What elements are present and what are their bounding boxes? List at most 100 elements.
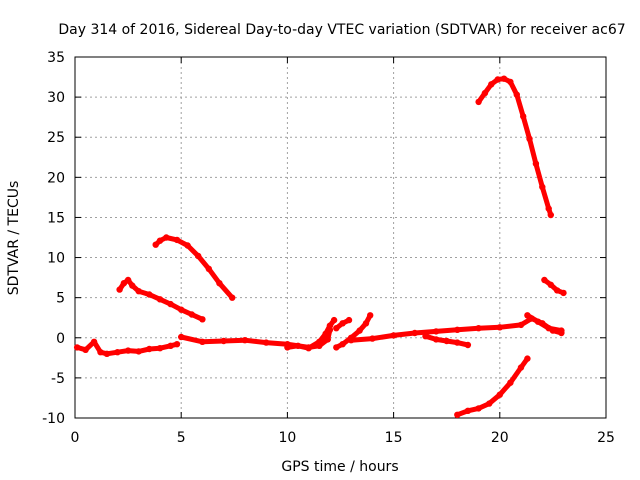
series-arc-12 (476, 76, 554, 218)
x-tick-label: 0 (71, 430, 80, 446)
x-tick-label: 25 (597, 430, 615, 446)
data-point (294, 342, 302, 349)
y-axis-label: SDTVAR / TECUs (6, 181, 22, 296)
data-point (241, 337, 249, 344)
series-arc-10 (524, 312, 564, 334)
chart-title: Day 314 of 2016, Sidereal Day-to-day VTE… (58, 22, 625, 38)
series-layer (73, 75, 567, 418)
data-point (152, 241, 159, 248)
y-tick-label: 5 (56, 291, 65, 307)
data-point (205, 265, 212, 272)
data-point (545, 325, 552, 332)
data-point (195, 252, 202, 260)
data-point (454, 339, 461, 346)
data-point (496, 391, 503, 398)
data-point (333, 325, 340, 332)
data-point (390, 332, 397, 339)
data-point (481, 89, 489, 97)
data-point (284, 344, 291, 351)
data-point (486, 400, 493, 407)
data-point (339, 341, 346, 348)
data-point (188, 311, 195, 318)
data-point (129, 282, 136, 289)
data-point (345, 316, 353, 324)
grid (75, 57, 606, 418)
data-point (367, 312, 374, 319)
data-point (524, 355, 531, 362)
y-tick-label: 10 (47, 251, 65, 267)
data-point (496, 324, 503, 331)
data-point (547, 281, 554, 288)
data-point (532, 160, 540, 167)
data-point (454, 411, 461, 418)
data-point (362, 320, 370, 327)
y-tick-label: 20 (47, 170, 65, 186)
data-point (90, 338, 98, 345)
data-point (178, 306, 185, 313)
data-point (339, 320, 346, 327)
data-point (156, 296, 164, 303)
series-arc-3 (153, 235, 235, 301)
data-point (316, 338, 323, 345)
x-tick-label: 20 (491, 430, 509, 446)
data-point (513, 91, 520, 98)
data-point (146, 291, 153, 298)
data-point (305, 345, 312, 352)
y-tick-label: 0 (56, 331, 65, 347)
data-point (539, 183, 546, 191)
data-point (488, 81, 495, 88)
y-tick-label: 30 (47, 90, 65, 106)
data-point (220, 337, 227, 345)
data-point (500, 75, 508, 82)
axis-ticks: 0 5 10 15 20 25 -10 -5 0 5 10 15 20 25 30 35 (42, 50, 615, 446)
data-point (475, 325, 482, 332)
data-point (156, 237, 164, 244)
data-point (82, 346, 89, 353)
data-point (178, 333, 185, 341)
plot-frame (74, 56, 607, 419)
series-arc-4 (178, 327, 333, 350)
data-point (464, 407, 472, 414)
data-point (124, 276, 132, 284)
data-point (534, 318, 542, 325)
series-arc-11 (454, 356, 530, 418)
data-point (199, 316, 206, 323)
data-point (494, 76, 501, 83)
data-point (369, 335, 376, 342)
y-tick-label: -5 (51, 371, 65, 387)
data-point (167, 342, 174, 349)
data-point (526, 135, 533, 142)
data-point (524, 312, 531, 319)
data-point (422, 333, 429, 340)
data-point (560, 289, 567, 297)
data-point (156, 345, 164, 352)
data-point (333, 344, 340, 351)
data-point (173, 236, 181, 244)
data-point (541, 276, 548, 284)
data-point (103, 350, 111, 357)
data-point (356, 327, 363, 334)
data-point (347, 337, 355, 344)
series-arc-13 (541, 277, 566, 296)
data-point (135, 288, 142, 295)
data-point (73, 344, 81, 351)
data-point (432, 328, 440, 335)
data-point (507, 379, 514, 386)
data-point (545, 205, 552, 212)
data-point (135, 348, 142, 355)
data-point (443, 337, 450, 345)
data-point (475, 405, 482, 412)
data-point (216, 280, 223, 287)
data-point (464, 341, 472, 349)
x-tick-label: 5 (177, 430, 186, 446)
data-point (475, 98, 482, 106)
data-point (326, 322, 334, 329)
y-tick-label: 25 (47, 130, 65, 146)
data-point (517, 321, 525, 329)
data-point (97, 349, 104, 356)
data-point (124, 347, 132, 354)
data-point (547, 211, 554, 219)
data-point (184, 242, 191, 249)
data-point (432, 336, 440, 343)
